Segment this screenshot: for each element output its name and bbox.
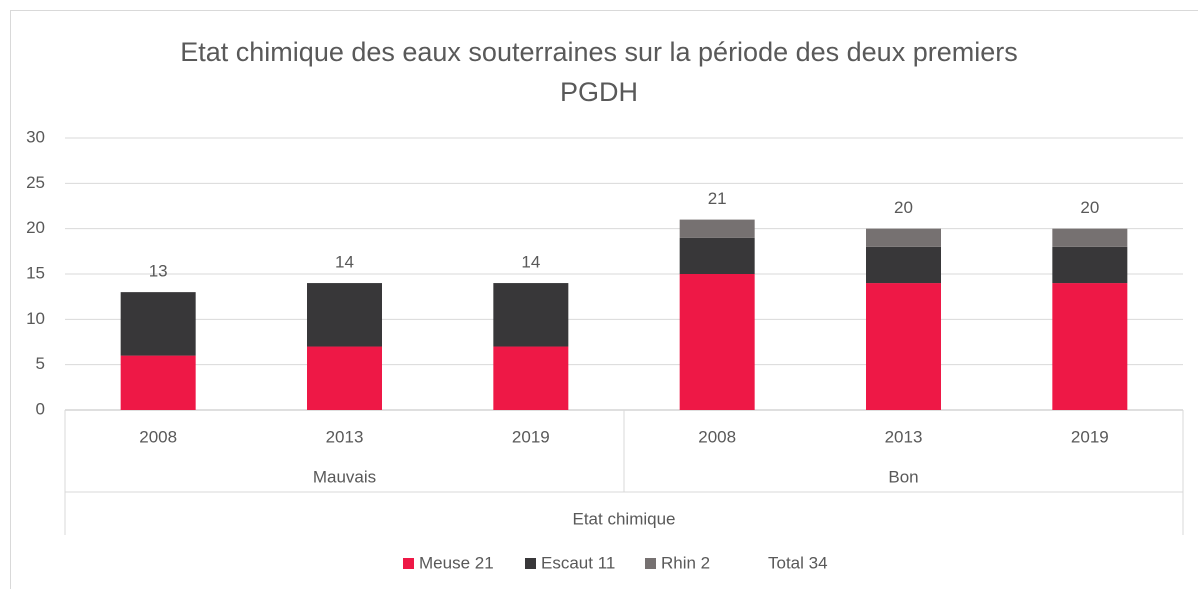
bar-segment (866, 246, 941, 284)
x-tick-label: 2013 (326, 427, 364, 446)
y-tick-label: 0 (36, 399, 45, 418)
y-tick-label: 30 (26, 127, 45, 146)
chart-title: Etat chimique des eaux souterraines sur … (180, 37, 1018, 107)
y-tick-label: 10 (26, 309, 45, 328)
bar-segment (1052, 283, 1128, 410)
bar-segment (866, 228, 941, 247)
bar-segment (1052, 246, 1128, 284)
chart-border (10, 10, 1198, 589)
data-label: 13 (149, 262, 168, 281)
data-label: 21 (708, 189, 727, 208)
bar-segment (493, 283, 569, 347)
bar-segment (120, 355, 196, 410)
bar-segment (1052, 228, 1128, 247)
data-label: 20 (1080, 198, 1099, 217)
bar-segment (679, 274, 755, 410)
data-label: 14 (335, 253, 354, 272)
data-label: 20 (894, 198, 913, 217)
legend-swatch (403, 558, 414, 569)
y-tick-label: 15 (26, 263, 45, 282)
bar-segment (866, 283, 941, 410)
bar-segment (307, 283, 382, 347)
y-tick-label: 25 (26, 173, 45, 192)
legend-swatch (645, 558, 656, 569)
x-tick-label: 2008 (698, 427, 736, 446)
x-axis-title: Etat chimique (573, 509, 676, 528)
group-label: Bon (888, 467, 918, 486)
bar-segment (120, 292, 196, 356)
bar-segment (679, 219, 755, 238)
bar-segment (307, 346, 382, 410)
legend-label: Rhin 2 (661, 553, 710, 572)
bar-segment (679, 237, 755, 274)
legend-swatch (525, 558, 536, 569)
bar-segment (493, 346, 569, 410)
group-label: Mauvais (313, 467, 376, 486)
x-tick-label: 2019 (512, 427, 550, 446)
legend-label: Escaut 11 (541, 553, 615, 572)
legend-label: Meuse 21 (419, 553, 494, 572)
x-tick-label: 2013 (885, 427, 923, 446)
x-tick-label: 2008 (139, 427, 177, 446)
x-tick-label: 2019 (1071, 427, 1109, 446)
legend-label: Total 34 (768, 553, 828, 572)
y-tick-label: 5 (36, 354, 45, 373)
y-tick-label: 20 (26, 218, 45, 237)
data-label: 14 (521, 253, 540, 272)
